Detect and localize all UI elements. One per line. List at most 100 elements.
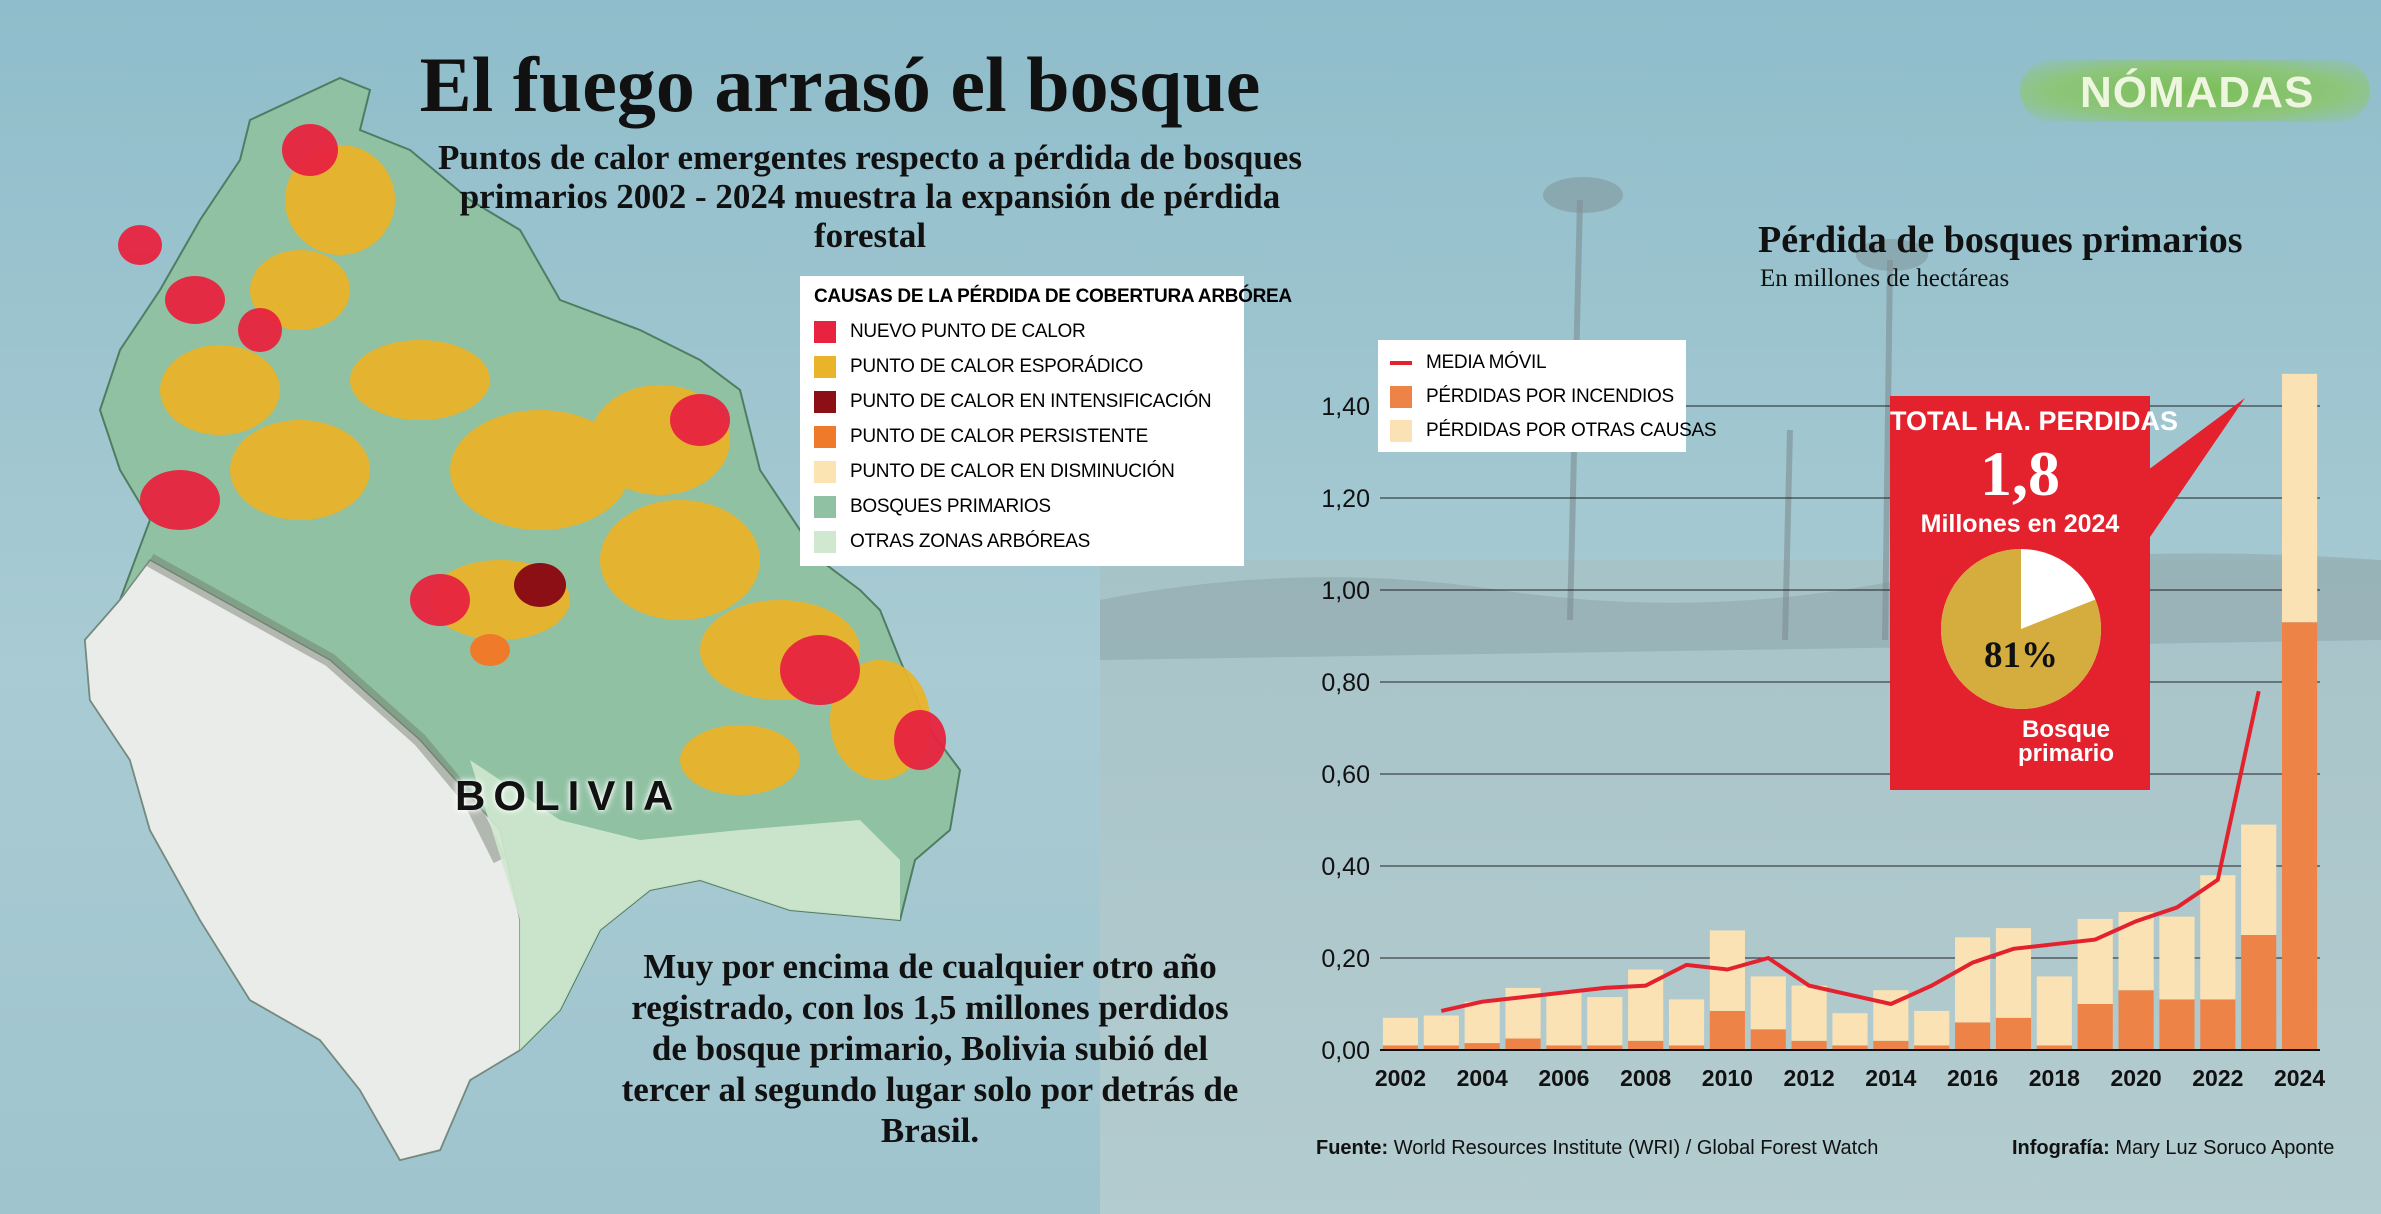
bar-other-loss: [2200, 875, 2236, 1000]
x-tick-label: 2010: [1702, 1065, 1753, 1091]
primary-forest-pie: 81%: [1938, 546, 2104, 712]
legend-label: PUNTO DE CALOR EN INTENSIFICACIÓN: [850, 390, 1212, 412]
bar-fire-loss: [2281, 622, 2318, 1050]
chart-legend: MEDIA MÓVIL PÉRDIDAS POR INCENDIOS PÉRDI…: [1378, 340, 1717, 452]
callout-value: 1,8: [1980, 438, 2060, 509]
bar-fire-loss: [1709, 1010, 1745, 1050]
callout-heading: TOTAL HA. PERDIDAS: [1890, 406, 2179, 436]
bar-fire-loss: [1382, 1045, 1419, 1050]
legend-swatch: [814, 355, 836, 378]
bar-fire-loss: [1423, 1045, 1459, 1050]
y-tick-label: 0,80: [1321, 669, 1370, 697]
logo-text: NÓMADAS: [2080, 68, 2315, 117]
bar-fire-loss: [1546, 1045, 1582, 1050]
legend-item-moving-average: MEDIA MÓVIL: [1390, 346, 1674, 380]
x-tick-label: 2004: [1457, 1065, 1508, 1091]
bar-other-loss: [2159, 916, 2195, 1000]
y-tick-label: 0,00: [1321, 1037, 1370, 1065]
bar-other-loss: [2118, 912, 2154, 991]
bar-other-loss: [2077, 918, 2113, 1004]
x-tick-label: 2022: [2192, 1065, 2243, 1091]
map-legend-title: CAUSAS DE LA PÉRDIDA DE COBERTURA ARBÓRE…: [814, 286, 1292, 307]
bar-other-loss: [1546, 992, 1582, 1046]
page-title: El fuego arrasó el bosque: [419, 41, 1261, 128]
bar-other-loss: [1382, 1017, 1419, 1046]
other-swatch: [1390, 420, 1412, 442]
legend-swatch: [814, 530, 836, 553]
bar-fire-loss: [2200, 999, 2236, 1050]
x-tick-label: 2008: [1620, 1065, 1671, 1091]
x-tick-label: 2020: [2111, 1065, 2162, 1091]
bar-fire-loss: [1464, 1043, 1500, 1050]
bar-fire-loss: [2036, 1045, 2072, 1050]
bar-fire-loss: [2077, 1004, 2113, 1050]
legend-label: OTRAS ZONAS ARBÓREAS: [850, 530, 1090, 552]
y-tick-label: 1,00: [1321, 577, 1370, 605]
chart-subtitle: En millones de hectáreas: [1760, 265, 2010, 292]
bar-fire-loss: [1587, 1045, 1623, 1050]
y-tick-label: 0,20: [1321, 945, 1370, 973]
line-swatch: [1390, 361, 1412, 365]
bar-fire-loss: [1505, 1038, 1541, 1050]
x-tick-label: 2024: [2274, 1065, 2325, 1091]
bar-other-loss: [1423, 1015, 1459, 1046]
x-tick-label: 2006: [1538, 1065, 1589, 1091]
bar-fire-loss: [1914, 1045, 1950, 1050]
bar-fire-loss: [1628, 1040, 1664, 1050]
source-label: Fuente:: [1316, 1137, 1389, 1159]
legend-swatch: [814, 320, 836, 343]
bar-other-loss: [2281, 373, 2318, 623]
bar-other-loss: [2241, 824, 2277, 935]
map-legend-item: PUNTO DE CALOR ESPORÁDICO: [814, 349, 1230, 384]
x-tick-label: 2002: [1375, 1065, 1426, 1091]
bar-other-loss: [1668, 999, 1705, 1046]
legend-swatch: [814, 495, 836, 518]
legend-label: PUNTO DE CALOR ESPORÁDICO: [850, 355, 1144, 377]
bar-other-loss: [1914, 1010, 1950, 1046]
y-tick-label: 0,40: [1321, 853, 1370, 881]
legend-label: BOSQUES PRIMARIOS: [850, 495, 1051, 517]
infographic-credit: Infografía: Mary Luz Soruco Aponte: [2012, 1137, 2334, 1160]
credit-text: Mary Luz Soruco Aponte: [2115, 1137, 2335, 1159]
x-tick-label: 2016: [1947, 1065, 1998, 1091]
bar-fire-loss: [2118, 990, 2154, 1050]
bar-other-loss: [1791, 985, 1827, 1041]
map-legend-item: BOSQUES PRIMARIOS: [814, 489, 1230, 524]
legend-label: NUEVO PUNTO DE CALOR: [850, 320, 1086, 342]
country-label: BOLIVIA: [455, 772, 682, 819]
map-legend-item: OTRAS ZONAS ARBÓREAS: [814, 524, 1230, 559]
legend-swatch: [814, 425, 836, 448]
bar-fire-loss: [1995, 1017, 2032, 1050]
legend-label: PÉRDIDAS POR OTRAS CAUSAS: [1426, 420, 1717, 441]
legend-label: PUNTO DE CALOR EN DISMINUCIÓN: [850, 460, 1175, 482]
fire-swatch: [1390, 386, 1412, 408]
credit-label: Infografía:: [2012, 1137, 2110, 1159]
page-subtitle: Puntos de calor emergentes respecto a pé…: [438, 138, 1302, 255]
pie-primary-slice: [1941, 549, 2101, 709]
bar-fire-loss: [1955, 1022, 1991, 1050]
y-tick-label: 1,20: [1321, 485, 1370, 513]
bar-other-loss: [1955, 937, 1991, 1023]
total-callout: TOTAL HA. PERDIDAS 1,8 Millones en 2024 …: [1890, 396, 2179, 790]
bar-fire-loss: [2159, 999, 2195, 1050]
source-credit: Fuente: World Resources Institute (WRI) …: [1316, 1137, 1878, 1160]
bar-other-loss: [1995, 928, 2032, 1018]
bar-fire-loss: [1750, 1029, 1786, 1050]
map-legend-item: PUNTO DE CALOR EN DISMINUCIÓN: [814, 454, 1230, 489]
bolivia-map: [83, 76, 962, 1162]
callout-unit: Millones en 2024: [1920, 510, 2120, 538]
legend-swatch: [814, 390, 836, 413]
x-tick-label: 2018: [2029, 1065, 2080, 1091]
legend-swatch: [814, 460, 836, 483]
bar-other-loss: [1832, 1013, 1868, 1046]
primary-forest-loss-chart: 0,00 0,20 0,40 0,60 0,80 1,00 1,20 1,40 2002 2004…: [1321, 373, 2325, 1091]
legend-item-fire-loss: PÉRDIDAS POR INCENDIOS: [1390, 380, 1674, 414]
x-tick-label: 2014: [1865, 1065, 1916, 1091]
map-legend-item: PUNTO DE CALOR EN INTENSIFICACIÓN: [814, 384, 1230, 419]
y-tick-label: 0,60: [1321, 761, 1370, 789]
y-tick-label: 1,40: [1321, 393, 1370, 421]
legend-label: PÉRDIDAS POR INCENDIOS: [1426, 386, 1674, 407]
cleared-land: [1100, 560, 2381, 1214]
bar-other-loss: [1587, 997, 1623, 1046]
map-legend-item: NUEVO PUNTO DE CALOR: [814, 314, 1230, 349]
